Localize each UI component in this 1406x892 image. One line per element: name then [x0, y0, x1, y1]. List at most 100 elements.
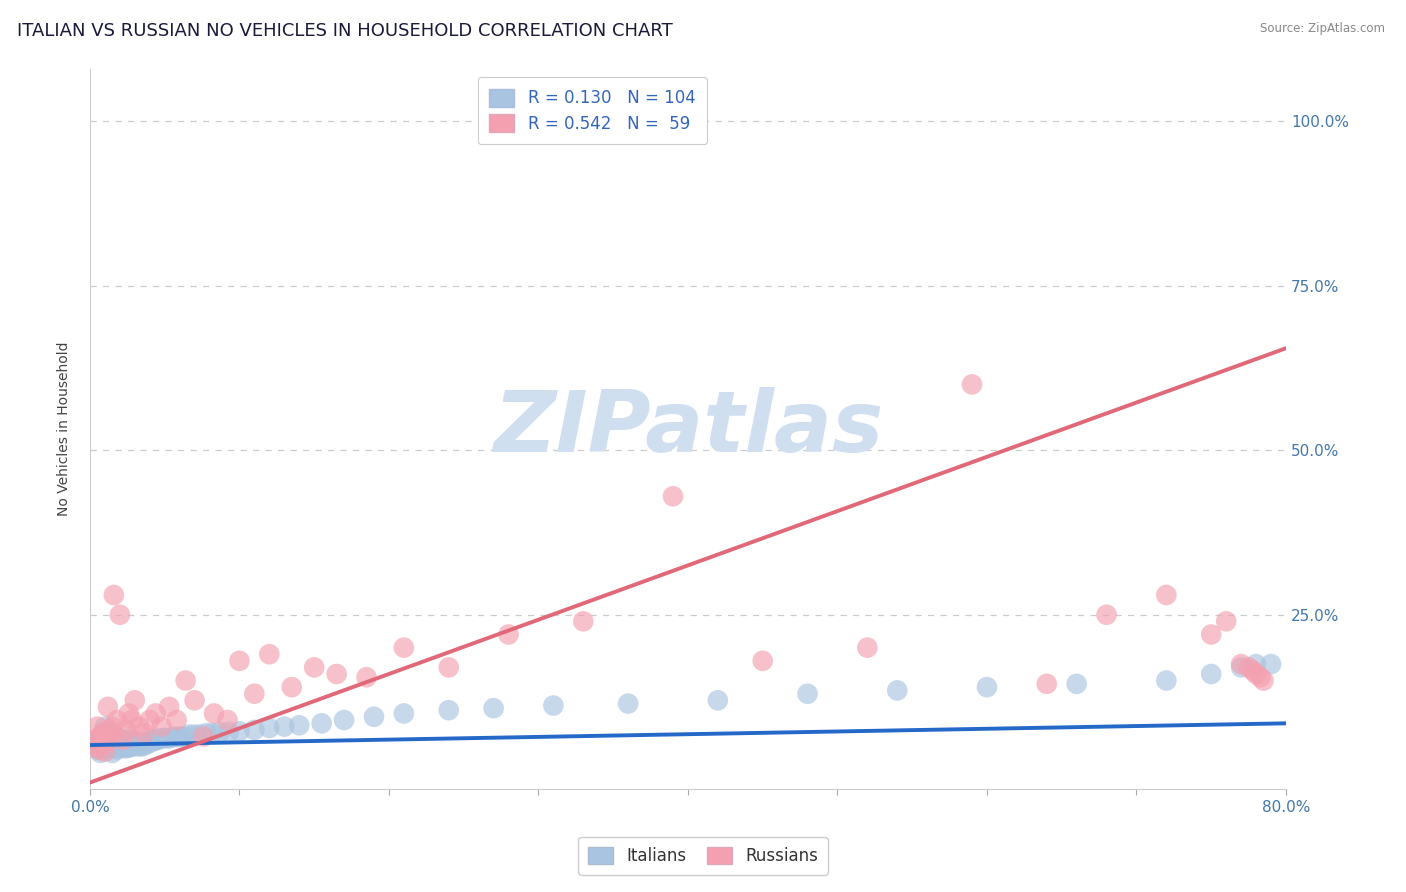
Point [1260, 657, 1282, 672]
Point [124, 693, 146, 707]
Point [363, 710, 385, 724]
Point [1230, 660, 1253, 674]
Point [89, 736, 111, 750]
Point [617, 697, 640, 711]
Point [392, 640, 415, 655]
Point [138, 713, 160, 727]
Point [166, 730, 188, 744]
Point [572, 615, 595, 629]
Point [121, 739, 143, 754]
Point [437, 703, 460, 717]
Point [114, 741, 136, 756]
Point [169, 730, 191, 744]
Point [202, 706, 225, 721]
Point [150, 731, 173, 746]
Point [157, 699, 180, 714]
Point [259, 647, 281, 661]
Point [173, 730, 195, 744]
Point [288, 718, 311, 732]
Point [228, 724, 250, 739]
Point [105, 713, 128, 727]
Point [177, 727, 200, 741]
Point [86, 742, 108, 756]
Point [84, 732, 107, 747]
Point [498, 627, 520, 641]
Point [105, 742, 128, 756]
Point [118, 740, 141, 755]
Point [122, 736, 145, 750]
Point [243, 723, 266, 737]
Point [259, 721, 281, 735]
Point [143, 734, 166, 748]
Point [108, 736, 131, 750]
Point [796, 687, 818, 701]
Point [193, 730, 215, 744]
Point [125, 738, 148, 752]
Point [114, 723, 136, 737]
Point [120, 738, 142, 752]
Point [111, 732, 134, 747]
Point [112, 739, 135, 754]
Point [98, 732, 121, 747]
Y-axis label: No Vehicles in Household: No Vehicles in Household [58, 342, 72, 516]
Point [333, 713, 356, 727]
Point [111, 740, 134, 755]
Point [94, 732, 117, 747]
Point [1230, 657, 1253, 672]
Point [145, 732, 167, 747]
Point [107, 732, 129, 747]
Point [166, 713, 188, 727]
Point [183, 727, 205, 741]
Point [94, 745, 117, 759]
Point [87, 736, 110, 750]
Point [117, 734, 139, 748]
Point [121, 713, 143, 727]
Point [89, 746, 111, 760]
Point [183, 693, 205, 707]
Point [96, 736, 118, 750]
Point [104, 739, 127, 754]
Point [96, 736, 118, 750]
Point [131, 739, 153, 754]
Point [112, 732, 135, 747]
Text: ITALIAN VS RUSSIAN NO VEHICLES IN HOUSEHOLD CORRELATION CHART: ITALIAN VS RUSSIAN NO VEHICLES IN HOUSEH… [17, 22, 672, 40]
Point [751, 654, 773, 668]
Point [1095, 607, 1118, 622]
Point [84, 732, 107, 747]
Point [707, 693, 730, 707]
Point [98, 739, 121, 754]
Point [93, 730, 115, 744]
Point [94, 726, 117, 740]
Point [105, 734, 128, 748]
Point [128, 720, 150, 734]
Point [103, 588, 125, 602]
Point [1237, 660, 1260, 674]
Point [136, 734, 159, 748]
Point [1199, 667, 1222, 681]
Point [1241, 664, 1264, 678]
Point [118, 706, 141, 721]
Point [311, 716, 333, 731]
Point [132, 726, 155, 740]
Point [104, 730, 127, 744]
Point [128, 739, 150, 754]
Point [132, 736, 155, 750]
Point [97, 726, 120, 740]
Point [437, 660, 460, 674]
Point [129, 736, 152, 750]
Point [356, 670, 378, 684]
Point [976, 680, 998, 694]
Point [1244, 657, 1267, 672]
Point [142, 732, 165, 747]
Point [163, 730, 186, 744]
Point [96, 730, 118, 744]
Text: ZIPatlas: ZIPatlas [494, 387, 883, 470]
Point [101, 746, 124, 760]
Text: Source: ZipAtlas.com: Source: ZipAtlas.com [1260, 22, 1385, 36]
Point [100, 730, 122, 744]
Legend: Italians, Russians: Italians, Russians [578, 837, 828, 875]
Point [148, 732, 170, 747]
Point [98, 723, 121, 737]
Point [1156, 673, 1178, 688]
Point [138, 736, 160, 750]
